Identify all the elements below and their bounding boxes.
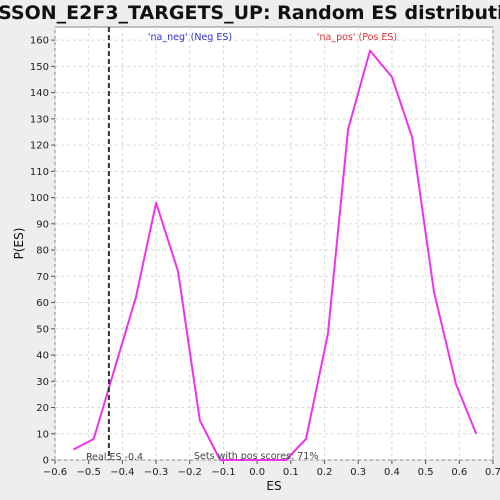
y-tick-label: 10 <box>36 429 49 440</box>
x-tick-label: −0.6 <box>43 467 67 478</box>
axes: 0 10 20 30 40 50 60 70 80 90 100 110 120 130 140 150 160… <box>30 36 500 478</box>
x-tick-label: 0.5 <box>418 467 434 478</box>
pos-scores-label: Sets with pos scores: 71% <box>194 451 318 462</box>
neg-es-label: 'na_neg' (Neg ES) <box>148 32 232 43</box>
x-tick-label: 0.6 <box>451 467 467 478</box>
plot-area <box>54 26 494 461</box>
y-tick-label: 50 <box>36 324 49 335</box>
x-tick-label: 0.1 <box>283 467 299 478</box>
grid <box>54 27 494 461</box>
real-es-label: Real ES -0.4 <box>86 452 143 463</box>
y-axis-label: P(ES) <box>12 228 26 260</box>
y-tick-label: 150 <box>30 62 49 73</box>
y-tick-label: 140 <box>30 88 49 99</box>
y-tick-label: 30 <box>36 377 49 388</box>
x-tick-label: 0.4 <box>384 467 400 478</box>
x-tick-label: 0.3 <box>350 467 366 478</box>
y-tick-label: 120 <box>30 141 49 152</box>
series-line <box>73 49 478 461</box>
y-tick-label: 100 <box>30 193 49 204</box>
y-tick-label: 90 <box>36 219 49 230</box>
y-tick-label: 40 <box>36 351 49 362</box>
y-tick-label: 70 <box>36 272 49 283</box>
x-tick-label: −0.5 <box>77 467 101 478</box>
y-tick-label: 130 <box>30 114 49 125</box>
y-tick-label: 20 <box>36 403 49 414</box>
y-tick-label: 160 <box>30 36 49 47</box>
x-tick-label: −0.4 <box>110 467 134 478</box>
y-tick-label: 110 <box>30 167 49 178</box>
x-tick-label: 0.0 <box>249 467 265 478</box>
chart-title: OLSSON_E2F3_TARGETS_UP: Random ES distri… <box>0 2 500 24</box>
x-tick-label: −0.2 <box>178 467 202 478</box>
y-tick-label: 80 <box>36 246 49 257</box>
series-line-layer <box>73 49 478 461</box>
x-tick-label: −0.1 <box>211 467 235 478</box>
y-tick-label: 60 <box>36 298 49 309</box>
y-tick-label: 0 <box>43 456 49 467</box>
x-tick-label: 0.2 <box>317 467 333 478</box>
x-tick-label: −0.3 <box>144 467 168 478</box>
pos-es-label: 'na_pos' (Pos ES) <box>317 32 397 43</box>
x-axis-label: ES <box>266 479 281 493</box>
x-tick-label: 0.7 <box>485 467 500 478</box>
